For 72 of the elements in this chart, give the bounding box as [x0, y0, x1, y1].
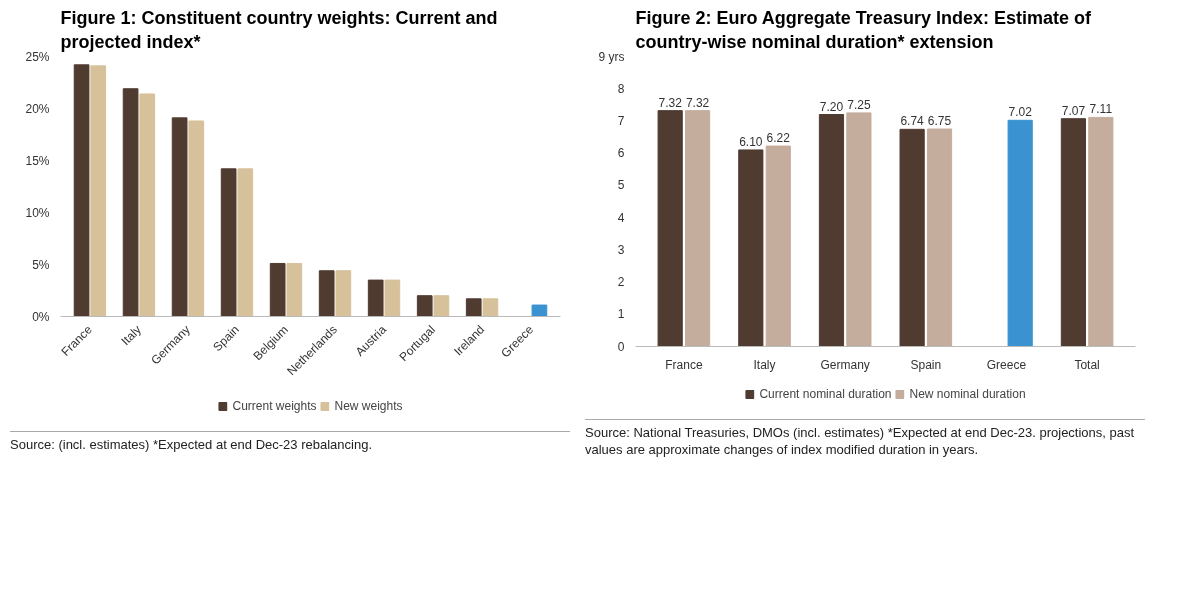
bar	[765, 145, 791, 347]
bar	[465, 298, 482, 317]
x-tick-label: France	[665, 357, 703, 372]
bar	[482, 298, 499, 317]
data-label: 7.02	[1008, 105, 1033, 120]
y-tick-label: 8	[617, 81, 625, 96]
bar	[269, 262, 286, 317]
legend-label: New nominal duration	[909, 387, 1026, 401]
bar	[531, 304, 548, 317]
y-tick-label: 6	[617, 146, 625, 161]
data-label: 6.74	[900, 114, 925, 129]
y-tick-label: 5%	[32, 257, 50, 272]
bar	[335, 270, 352, 317]
data-label: 6.10	[739, 134, 763, 149]
bar	[433, 295, 450, 317]
bar	[122, 88, 139, 317]
bar	[384, 279, 401, 317]
x-tick-label: Italy	[118, 322, 144, 349]
data-label: 7.20	[819, 99, 844, 114]
bar	[1060, 118, 1086, 347]
bar	[220, 168, 237, 317]
y-tick-label: 10%	[25, 205, 50, 220]
y-tick-label: 25%	[25, 49, 50, 64]
x-tick-label: Spain	[910, 357, 942, 372]
bar	[237, 168, 254, 317]
data-label: 7.32	[658, 95, 683, 110]
y-tick-label: 2	[617, 275, 625, 290]
bar	[171, 117, 188, 317]
bar	[818, 114, 845, 347]
x-tick-label: Total	[1074, 357, 1100, 372]
chart-title: Figure 1: Constituent country weights: Current and projected index*	[60, 7, 498, 52]
y-tick-label: 1	[617, 307, 625, 322]
legend-label: New weights	[334, 399, 403, 413]
bar	[139, 93, 156, 317]
data-label: 7.11	[1089, 102, 1113, 117]
bar	[657, 110, 683, 347]
bar	[416, 295, 433, 317]
bar	[1088, 116, 1114, 347]
y-tick-label: 0%	[32, 309, 50, 324]
y-tick-label: 9 yrs	[598, 49, 625, 64]
data-label: 7.07	[1061, 103, 1086, 118]
source-note: Source: (incl. estimates) *Expected at end Dec-23 rebalancing.	[10, 437, 373, 454]
chart-title: Figure 2: Euro Aggregate Treasury Index: Estimate of country-wise nominal duration* extension	[635, 7, 1092, 52]
bar	[286, 262, 303, 317]
bar	[90, 65, 107, 317]
x-tick-label: Germany	[820, 357, 870, 372]
y-tick-label: 5	[617, 178, 625, 193]
data-label: 7.25	[847, 97, 871, 112]
y-tick-label: 0	[617, 339, 625, 354]
x-tick-label: Italy	[753, 357, 776, 372]
x-tick-label: Greece	[986, 357, 1027, 372]
y-tick-label: 15%	[25, 153, 50, 168]
legend-label: Current nominal duration	[759, 387, 892, 401]
bar	[318, 270, 335, 317]
bar	[1007, 119, 1033, 347]
bar	[738, 149, 764, 347]
y-tick-label: 3	[617, 242, 625, 257]
bar	[73, 64, 90, 317]
bar	[367, 279, 384, 317]
y-tick-label: 4	[617, 210, 625, 225]
data-label: 7.32	[685, 95, 710, 110]
bar	[685, 110, 711, 347]
y-tick-label: 20%	[25, 101, 50, 116]
source-note: Source: National Treasuries, DMOs (incl. estimates) *Expected at end Dec-23. projections, past values are approximate changes of index modified duration in years.	[585, 425, 1136, 459]
data-label: 6.22	[766, 131, 791, 146]
bar	[899, 128, 925, 347]
bar	[926, 128, 953, 347]
bar	[188, 120, 205, 317]
legend-label: Current weights	[232, 399, 317, 413]
data-label: 6.75	[927, 114, 952, 128]
bar	[846, 112, 872, 347]
y-tick-label: 7	[617, 113, 625, 128]
